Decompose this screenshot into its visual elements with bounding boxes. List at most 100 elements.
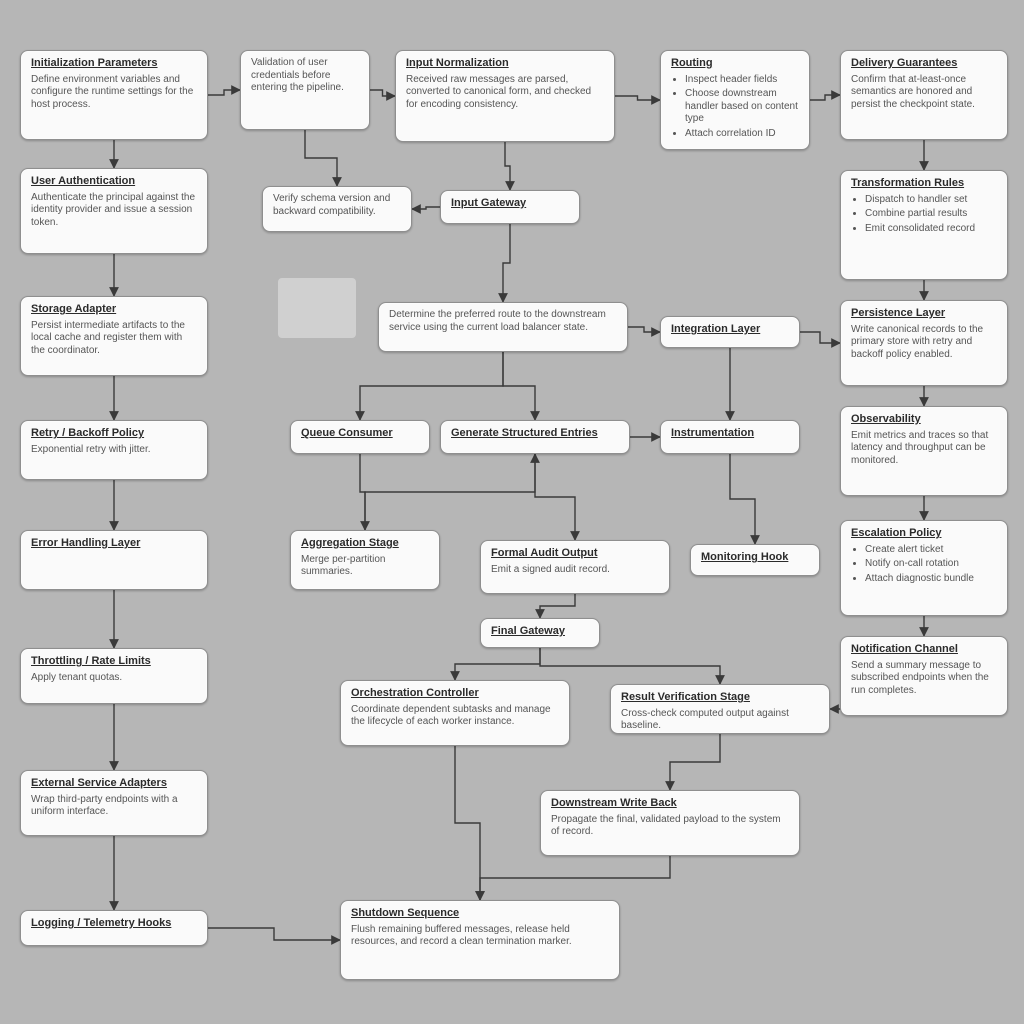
edge-n3-n4 [615,96,660,100]
node-title: Delivery Guarantees [851,57,997,70]
node-body: Cross-check computed output against base… [621,708,819,733]
edge-n21-n24 [540,594,575,618]
edge-n4-n5 [810,95,840,100]
node-title: Routing [671,57,799,70]
node-title: Error Handling Layer [31,537,197,550]
node-body: Propagate the final, validated payload t… [551,814,789,839]
node-bullet: Inspect header fields [685,74,799,87]
flow-node-n23: Escalation PolicyCreate alert ticketNoti… [840,520,1008,616]
node-body: Verify schema version and backward compa… [273,193,401,218]
flow-node-n31: Logging / Telemetry Hooks [20,910,208,946]
flow-node-n2: Validation of user credentials before en… [240,50,370,130]
node-title: Retry / Backoff Policy [31,427,197,440]
node-body: Confirm that at-least-once semantics are… [851,74,997,112]
flow-node-n16: Generate Structured Entries [440,420,630,454]
edge-n11-n16 [503,352,535,420]
flow-node-n22: Monitoring Hook [690,544,820,576]
node-body: Received raw messages are parsed, conver… [406,74,604,112]
flow-node-n9: Transformation RulesDispatch to handler … [840,170,1008,280]
edge-n2-n7 [305,130,337,186]
flow-node-n7: Verify schema version and backward compa… [262,186,412,232]
node-title: Downstream Write Back [551,797,789,810]
flow-node-n18: Observability Emit metrics and traces so … [840,406,1008,496]
node-body: Flush remaining buffered messages, relea… [351,924,609,949]
flow-node-n14: Retry / Backoff Policy Exponential retry … [20,420,208,480]
edge-n20-n16 [365,454,535,530]
flow-node-n21: Formal Audit Output Emit a signed audit r… [480,540,670,594]
flow-node-n29: External Service Adapters Wrap third-part… [20,770,208,836]
node-title: Aggregation Stage [301,537,429,550]
flow-node-n4: Routing Inspect header fieldsChoose downs… [660,50,810,150]
node-title: Integration Layer [671,323,789,336]
node-bullets: Inspect header fieldsChoose downstream h… [671,74,799,141]
edge-n31-n32 [208,928,340,940]
node-bullet: Attach diagnostic bundle [865,573,997,586]
node-title: Observability [851,413,997,426]
flow-node-n13: Persistence LayerWrite canonical records… [840,300,1008,386]
flow-node-n1: Initialization ParametersDefine environm… [20,50,208,140]
edge-n17-n22 [730,454,755,544]
node-title: Orchestration Controller [351,687,559,700]
node-body: Apply tenant quotas. [31,672,197,685]
node-bullet: Attach correlation ID [685,128,799,141]
node-title: Queue Consumer [301,427,419,440]
node-body: Persist intermediate artifacts to the lo… [31,320,197,358]
node-title: Input Normalization [406,57,604,70]
node-bullets: Create alert ticketNotify on-call rotati… [851,544,997,586]
node-title: Instrumentation [671,427,789,440]
node-title: Monitoring Hook [701,551,809,564]
edge-n8-n11 [503,224,510,302]
node-title: Final Gateway [491,625,589,638]
node-body: Merge per-partition summaries. [301,554,429,579]
node-title: Generate Structured Entries [451,427,619,440]
edge-n12-n13 [800,332,840,343]
edge-n11-n15 [360,352,503,420]
node-body: Wrap third-party endpoints with a unifor… [31,794,197,819]
edge-n1-n2 [208,90,240,95]
flow-node-n28: Notification Channel Send a summary messa… [840,636,1008,716]
node-body: Emit a signed audit record. [491,564,659,577]
edge-n8-n7 [412,207,440,209]
flow-node-n24: Final Gateway [480,618,600,648]
node-bullet: Choose downstream handler based on conte… [685,88,799,126]
flow-node-n26: Orchestration Controller Coordinate depen… [340,680,570,746]
flow-node-n30: Downstream Write Back Propagate the final… [540,790,800,856]
edge-n24-n27 [540,648,720,684]
flow-node-n12: Integration Layer [660,316,800,348]
node-title: Storage Adapter [31,303,197,316]
node-title: External Service Adapters [31,777,197,790]
node-bullets: Dispatch to handler setCombine partial r… [851,194,997,236]
node-body: Validation of user credentials before en… [251,57,359,95]
background-block [278,278,356,338]
node-title: Shutdown Sequence [351,907,609,920]
node-body: Define environment variables and configu… [31,74,197,112]
node-title: Throttling / Rate Limits [31,655,197,668]
node-body: Emit metrics and traces so that latency … [851,430,997,468]
edge-n15-n20 [360,454,365,530]
flow-node-n27: Result Verification StageCross-check com… [610,684,830,734]
edge-n24-n26 [455,648,540,680]
node-body: Exponential retry with jitter. [31,444,197,457]
node-title: Logging / Telemetry Hooks [31,917,197,930]
edge-n27-n30 [670,734,720,790]
node-body: Authenticate the principal against the i… [31,192,197,230]
node-body: Send a summary message to subscribed end… [851,660,997,698]
flow-node-n19: Error Handling Layer [20,530,208,590]
flow-node-n8: Input Gateway [440,190,580,224]
flow-node-n5: Delivery Guarantees Confirm that at-least… [840,50,1008,140]
node-title: Input Gateway [451,197,569,210]
node-title: User Authentication [31,175,197,188]
flow-node-n32: Shutdown Sequence Flush remaining buffere… [340,900,620,980]
flow-node-n10: Storage Adapter Persist intermediate arti… [20,296,208,376]
flow-node-n11: Determine the preferred route to the dow… [378,302,628,352]
flow-node-n20: Aggregation Stage Merge per-partition sum… [290,530,440,590]
node-body: Coordinate dependent subtasks and manage… [351,704,559,729]
edge-layer [0,0,1024,1024]
node-bullet: Combine partial results [865,208,997,221]
node-bullet: Create alert ticket [865,544,997,557]
node-title: Persistence Layer [851,307,997,320]
edge-n11-n12 [628,327,660,332]
edge-n26-n32 [455,746,480,900]
node-title: Formal Audit Output [491,547,659,560]
node-title: Notification Channel [851,643,997,656]
